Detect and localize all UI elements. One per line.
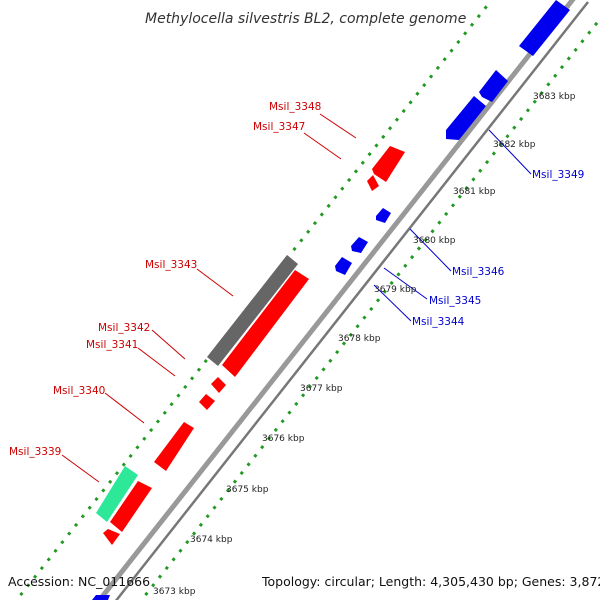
- accession-text: Accession: NC_011666: [8, 574, 150, 589]
- gene-label-msil-3348[interactable]: Msil_3348: [269, 101, 321, 113]
- reverse-genes: [92, 0, 570, 600]
- gene-arrow-msil-3336: [92, 595, 110, 600]
- gene-arrow-msil-3340: [154, 422, 194, 471]
- genome-summary-text: Topology: circular; Length: 4,305,430 bp…: [261, 574, 600, 589]
- position-label: 3674 kbp: [190, 535, 233, 545]
- gene-label-msil-3339[interactable]: Msil_3339: [9, 446, 61, 458]
- gene-arrow-msil-3347: [367, 175, 379, 191]
- position-label: 3683 kbp: [533, 92, 576, 102]
- position-label: 3679 kbp: [374, 285, 417, 295]
- gene-label-msil-3343[interactable]: Msil_3343: [145, 259, 197, 271]
- gene-arrow-msil-3341: [199, 394, 215, 410]
- gene-arrow-msil-3349a: [479, 70, 508, 102]
- position-label: 3681 kbp: [453, 187, 496, 197]
- gene-arrow-msil-3350: [519, 0, 570, 56]
- feature-other-gray: [207, 255, 298, 366]
- position-label: 3676 kbp: [262, 434, 305, 444]
- forward-gene-labels: Msil_3348 Msil_3347 Msil_3343 Msil_3342 …: [9, 101, 321, 458]
- gene-arrow-msil-3349: [446, 96, 486, 140]
- gene-arrow-msil-3345: [351, 237, 368, 253]
- genome-title: Methylocella silvestris BL2, complete ge…: [145, 11, 466, 27]
- position-label: 3678 kbp: [338, 334, 381, 344]
- gene-arrow-msil-3339: [110, 481, 152, 532]
- position-label: 3673 kbp: [153, 587, 196, 597]
- gene-arrow-msil-3348: [372, 146, 405, 182]
- gene-arrow-msil-3346: [376, 208, 391, 223]
- gene-arrow-msil-3344: [335, 257, 352, 275]
- gene-label-msil-3340[interactable]: Msil_3340: [53, 385, 105, 397]
- feature-rrna-green: [96, 466, 138, 522]
- gene-label-msil-3344[interactable]: Msil_3344: [412, 316, 465, 328]
- gene-label-msil-3341[interactable]: Msil_3341: [86, 339, 138, 351]
- gene-arrow-msil-3338: [103, 529, 120, 545]
- leader-lines-reverse: [373, 129, 532, 322]
- position-labels: 3673 kbp 3674 kbp 3675 kbp 3676 kbp 3677…: [153, 92, 576, 597]
- backbone-line-shadow: [114, 1, 589, 600]
- gene-label-msil-3346[interactable]: Msil_3346: [452, 266, 505, 278]
- backbone-line: [96, 0, 576, 600]
- inner-dot-track: [139, 18, 600, 600]
- gene-arrow-msil-3342: [211, 377, 226, 393]
- gene-label-msil-3347[interactable]: Msil_3347: [253, 121, 305, 133]
- position-label: 3680 kbp: [413, 236, 456, 246]
- position-label: 3677 kbp: [300, 384, 343, 394]
- outer-dot-track: [14, 1, 492, 600]
- gene-arrow-msil-3343: [222, 270, 309, 377]
- position-label: 3675 kbp: [226, 485, 269, 495]
- forward-genes: [103, 146, 405, 545]
- gene-label-msil-3345[interactable]: Msil_3345: [429, 295, 481, 307]
- leader-lines-forward: [61, 113, 357, 483]
- position-label: 3682 kbp: [493, 140, 536, 150]
- gene-label-msil-3342[interactable]: Msil_3342: [98, 322, 150, 334]
- reverse-gene-labels: Msil_3349 Msil_3346 Msil_3345 Msil_3344: [412, 169, 584, 328]
- gene-label-msil-3349[interactable]: Msil_3349: [532, 169, 584, 181]
